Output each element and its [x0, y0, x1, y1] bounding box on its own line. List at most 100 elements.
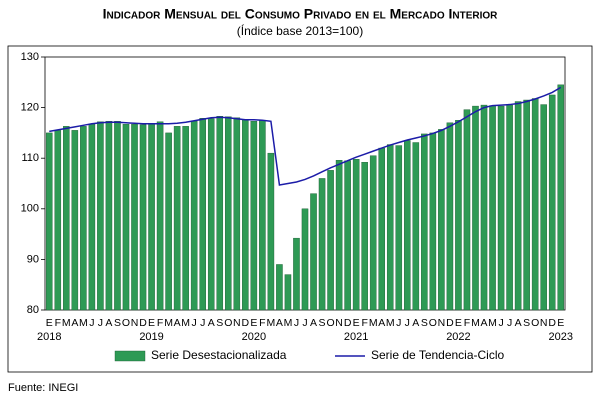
bar: [395, 145, 403, 311]
x-tick-label: J: [405, 317, 410, 329]
bar: [88, 124, 96, 311]
bar: [114, 121, 121, 311]
x-tick-label: O: [122, 317, 130, 329]
bar: [378, 147, 385, 311]
bar: [463, 109, 471, 311]
x-tick-label: N: [438, 317, 446, 329]
source: Fuente: INEGI: [8, 382, 78, 394]
x-tick-label: M: [386, 317, 395, 329]
x-tick-label: F: [157, 317, 163, 329]
x-tick-label: M: [164, 317, 173, 329]
chart-frame: [7, 45, 593, 373]
bar: [523, 99, 530, 311]
bar: [369, 155, 377, 311]
x-tick-label: S: [319, 317, 326, 329]
bar: [122, 124, 130, 311]
bar: [472, 105, 479, 311]
x-tick-label: D: [446, 317, 454, 329]
bar: [80, 126, 87, 311]
bar: [267, 152, 275, 311]
x-tick-label: J: [192, 317, 197, 329]
bar: [156, 121, 164, 311]
bar: [131, 124, 138, 311]
bar: [293, 237, 300, 311]
bar: [531, 98, 539, 311]
x-tick-label: O: [326, 317, 334, 329]
bar: [71, 130, 79, 311]
bar: [233, 117, 241, 311]
x-tick-label: O: [531, 317, 539, 329]
bar: [404, 140, 411, 311]
bar: [548, 94, 556, 311]
x-tick-label: S: [216, 317, 223, 329]
x-tick-label: A: [412, 317, 419, 329]
legend-swatch: [114, 350, 146, 362]
bar: [540, 104, 547, 311]
y-tick-label: 120: [21, 102, 39, 114]
bar: [480, 104, 488, 311]
year-label: 2019: [139, 331, 163, 343]
y-tick-label: 80: [27, 304, 39, 316]
y-tick-label: 90: [27, 253, 39, 265]
bar: [310, 193, 317, 311]
bar: [335, 160, 343, 311]
bar: [207, 118, 215, 311]
x-tick-label: M: [79, 317, 88, 329]
x-tick-label: N: [233, 317, 241, 329]
bar: [259, 120, 266, 311]
y-tick-label: 110: [21, 152, 39, 164]
year-label: 2021: [344, 331, 368, 343]
legend-label: Serie de Tendencia-Ciclo: [371, 348, 505, 362]
x-tick-label: A: [378, 317, 385, 329]
x-tick-label: J: [498, 317, 503, 329]
bar: [54, 130, 62, 311]
bar: [173, 126, 181, 311]
y-tick-label: 100: [21, 203, 39, 215]
x-tick-label: S: [114, 317, 121, 329]
bar: [182, 126, 189, 311]
bar: [242, 119, 249, 311]
x-tick-label: S: [421, 317, 428, 329]
x-tick-label: F: [464, 317, 470, 329]
bar: [199, 118, 206, 311]
x-tick-label: M: [62, 317, 71, 329]
bar: [514, 101, 522, 311]
x-tick-label: J: [507, 317, 512, 329]
bar: [165, 132, 172, 311]
x-tick-label: E: [148, 317, 155, 329]
year-label: 2023: [548, 331, 572, 343]
bar: [489, 105, 496, 311]
x-tick-label: A: [105, 317, 112, 329]
x-tick-label: A: [481, 317, 488, 329]
x-tick-label: A: [515, 317, 522, 329]
year-label: 2020: [242, 331, 266, 343]
x-tick-label: M: [267, 317, 276, 329]
trend-line: [49, 86, 562, 186]
x-tick-label: J: [200, 317, 205, 329]
x-tick-label: N: [540, 317, 548, 329]
bar: [250, 121, 258, 311]
bar: [225, 116, 232, 311]
bar: [327, 170, 334, 311]
bar: [455, 120, 462, 311]
bar: [284, 274, 292, 311]
bar: [97, 121, 104, 311]
x-tick-label: D: [242, 317, 250, 329]
x-tick-label: N: [131, 317, 139, 329]
year-label: 2022: [446, 331, 470, 343]
y-tick-label: 130: [21, 51, 39, 63]
x-tick-label: E: [455, 317, 462, 329]
x-tick-label: J: [89, 317, 94, 329]
bar: [105, 121, 113, 311]
bar: [276, 264, 283, 311]
bar: [446, 122, 454, 311]
x-tick-label: O: [429, 317, 437, 329]
x-tick-label: O: [224, 317, 232, 329]
x-tick-label: D: [139, 317, 147, 329]
x-tick-label: J: [294, 317, 299, 329]
x-tick-label: J: [98, 317, 103, 329]
x-tick-label: E: [46, 317, 53, 329]
x-tick-label: A: [310, 317, 317, 329]
x-tick-label: M: [488, 317, 497, 329]
